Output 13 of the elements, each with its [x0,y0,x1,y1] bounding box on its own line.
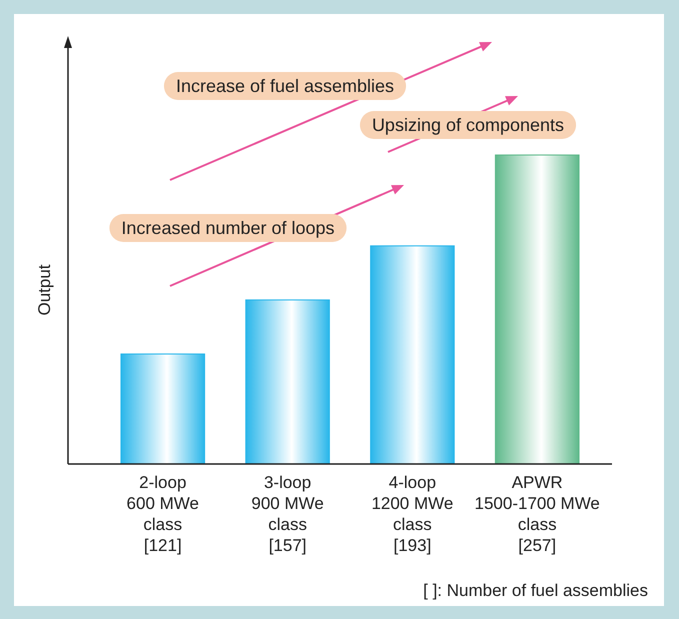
bar [245,299,330,464]
bar [494,154,580,464]
bar [370,245,455,464]
x-tick-label: APWR 1500-1700 MWe class [257] [474,473,600,555]
annotation: Increased number of loops [121,218,335,238]
x-tick-label: 4-loop 1200 MWe class [193] [371,473,454,555]
x-tick-label: 2-loop 600 MWe class [121] [126,473,200,555]
text: Upsizing of components [372,115,564,135]
text: Increase of fuel assemblies [176,76,394,96]
text: [ ]: Number of fuel assemblies [423,581,648,600]
y-axis-title: Output [35,264,54,316]
bar [120,353,206,464]
x-tick-label: 3-loop 900 MWe class [157] [251,473,324,555]
